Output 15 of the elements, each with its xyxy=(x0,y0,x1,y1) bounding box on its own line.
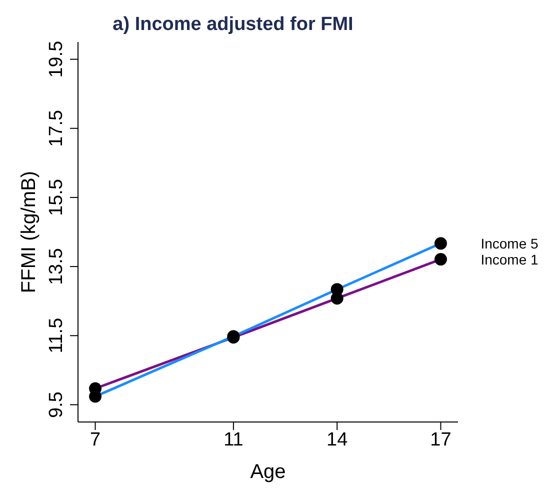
x-tick-label: 7 xyxy=(90,429,101,450)
x-tick-label: 11 xyxy=(224,429,244,450)
y-tick-label: 11.5 xyxy=(46,318,67,354)
y-tick-label: 19.5 xyxy=(46,40,67,78)
x-tick-label: 17 xyxy=(430,429,452,450)
y-tick-label: 17.5 xyxy=(46,110,67,147)
chart-title: a) Income adjusted for FMI xyxy=(112,13,354,36)
y-tick-label: 9.5 xyxy=(46,392,67,418)
text: Income 1 xyxy=(480,251,539,268)
y-tick-label: 15.5 xyxy=(46,178,67,216)
x-tick-label: 14 xyxy=(326,429,348,450)
text: Income 5 xyxy=(480,235,539,252)
y-axis-title: FFMI (kg/mB) xyxy=(18,170,40,294)
y-tick-label: 13.5 xyxy=(46,248,67,286)
x-axis-title: Age xyxy=(250,461,286,483)
